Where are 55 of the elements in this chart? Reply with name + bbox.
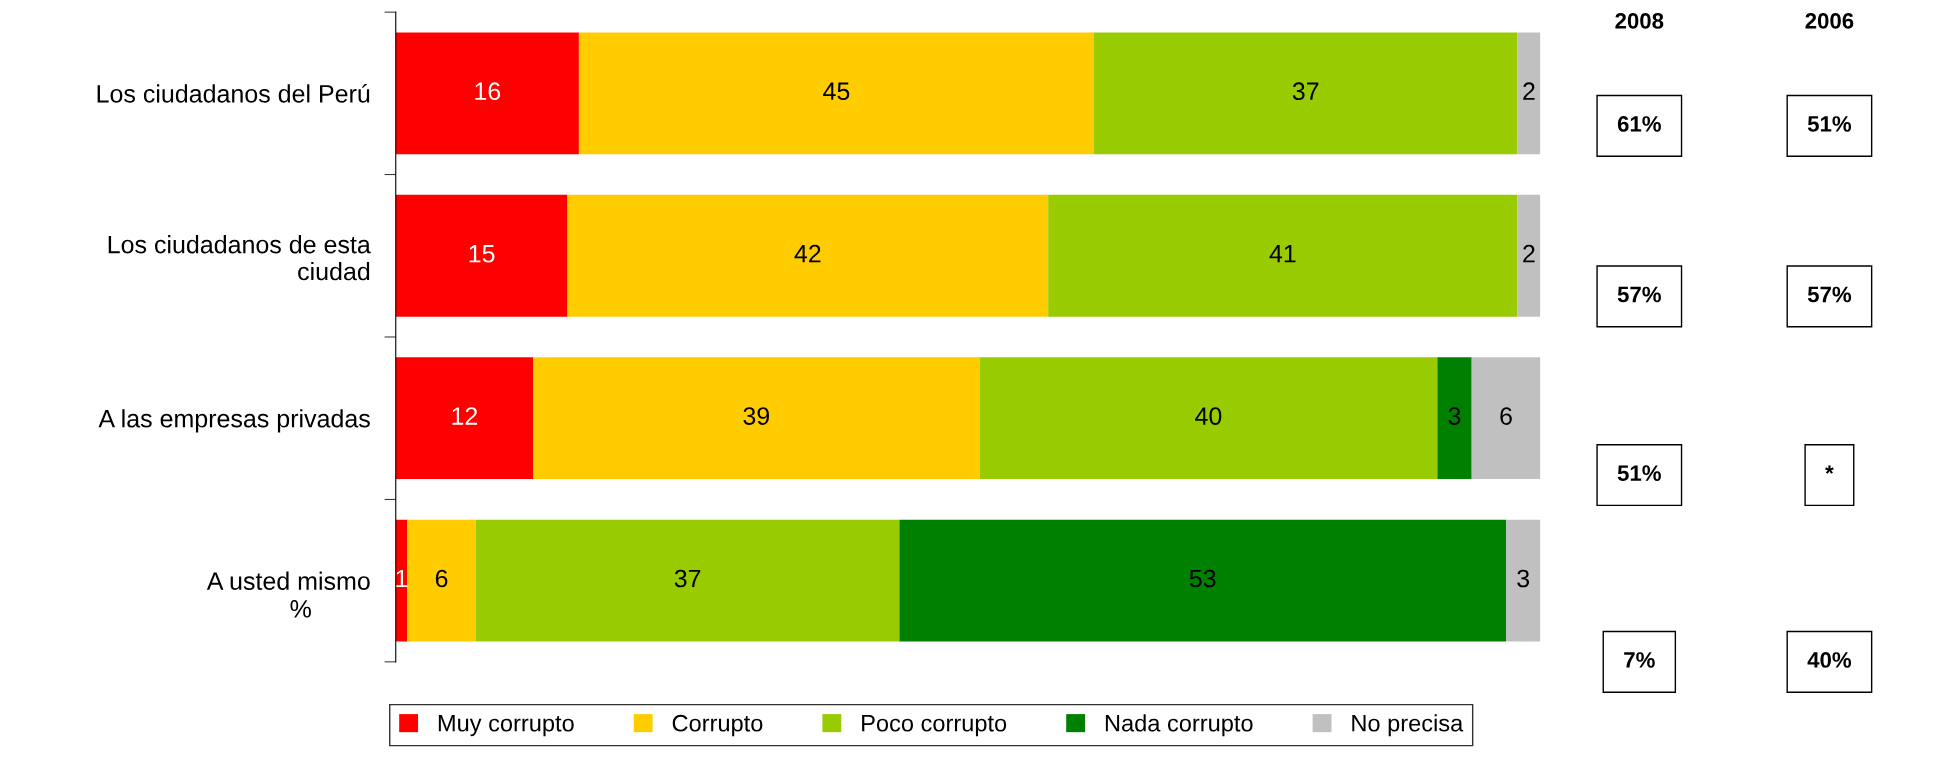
bar	[475, 519, 900, 642]
bar	[1093, 32, 1518, 155]
data-label: 41	[1269, 245, 1296, 263]
bar	[567, 194, 1049, 317]
bar	[395, 32, 579, 155]
y-tick-label: A las empresas privadas	[98, 409, 370, 433]
data-label: 45	[823, 82, 850, 101]
data-label: 39	[743, 407, 770, 425]
bar	[899, 519, 1507, 642]
data-label: 37	[1292, 82, 1319, 101]
text: 51%	[1617, 465, 1661, 482]
bar	[1517, 194, 1541, 317]
text: 61%	[1617, 116, 1661, 132]
y-tick-label: Los ciudadanos de esta ciudad	[108, 235, 371, 281]
bar	[578, 32, 1094, 155]
data-label: 37	[674, 569, 701, 588]
data-label: 16	[475, 82, 501, 101]
text: 57%	[1807, 286, 1852, 303]
bar	[533, 357, 980, 480]
bar	[1471, 357, 1541, 480]
data-label: 3	[1517, 569, 1530, 588]
bar	[395, 357, 534, 480]
data-label: 42	[794, 244, 821, 263]
data-label: 2	[1523, 244, 1535, 263]
data-label: 6	[435, 569, 448, 588]
data-label: 15	[469, 245, 495, 263]
data-label: 12	[452, 407, 478, 425]
data-label: 6	[1500, 407, 1512, 425]
bar	[395, 519, 408, 642]
data-label: 2	[1523, 82, 1535, 100]
text: 51%	[1807, 116, 1852, 132]
text: 40%	[1807, 652, 1852, 668]
y-tick-label: A usted mismo	[206, 571, 370, 590]
legend-label: Muy corrupto	[438, 715, 574, 737]
bar	[979, 357, 1438, 480]
text: %	[290, 600, 311, 618]
bar	[1437, 357, 1472, 480]
text: 2008	[1615, 13, 1664, 29]
bar	[1506, 519, 1541, 642]
text: 7%	[1624, 652, 1655, 668]
legend-label: Corrupto	[672, 714, 763, 737]
bar	[407, 519, 476, 642]
data-label: 53	[1189, 569, 1216, 588]
legend-label: No precisa	[1352, 714, 1464, 737]
bar	[1517, 32, 1541, 155]
bar	[395, 194, 568, 317]
text: 2006	[1805, 13, 1854, 29]
y-tick-label: Los ciudadanos del Perú	[97, 84, 370, 103]
text: 57%	[1617, 286, 1661, 303]
text: *	[1825, 465, 1834, 474]
data-label: 3	[1448, 407, 1461, 425]
legend-label: Nada corrupto	[1105, 714, 1253, 737]
bar	[1048, 194, 1518, 317]
legend-label: Poco corrupto	[862, 715, 1007, 737]
data-label: 40	[1195, 407, 1222, 425]
